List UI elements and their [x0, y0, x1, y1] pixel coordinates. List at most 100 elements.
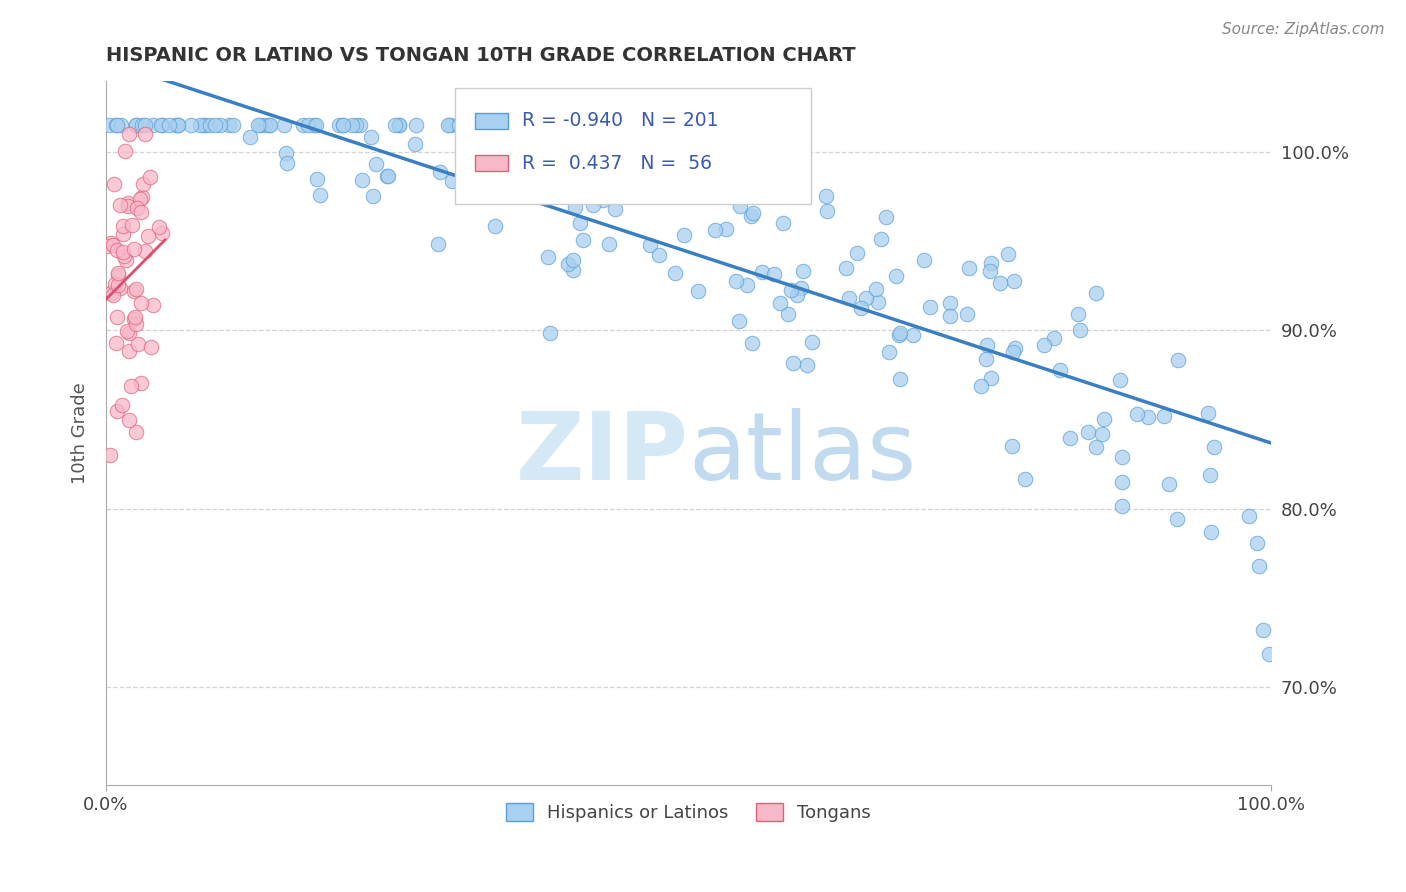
Point	[569, 189, 592, 203]
Point	[569, 216, 592, 230]
Point	[1111, 499, 1133, 513]
Point	[997, 247, 1019, 261]
Point	[124, 425, 146, 439]
Point	[465, 118, 488, 132]
Point	[737, 278, 759, 293]
Point	[117, 195, 139, 210]
Point	[526, 136, 548, 151]
Point	[849, 301, 872, 316]
Point	[291, 118, 314, 132]
Point	[1049, 363, 1071, 377]
Point	[349, 118, 371, 132]
Point	[523, 178, 546, 193]
Point	[976, 351, 998, 366]
Point	[449, 118, 471, 132]
Point	[482, 127, 505, 141]
Point	[118, 326, 141, 340]
Point	[1014, 472, 1036, 486]
Point	[103, 288, 125, 302]
Point	[889, 326, 911, 340]
Point	[865, 281, 887, 295]
Point	[134, 244, 156, 259]
Point	[815, 188, 838, 202]
Point	[598, 237, 620, 252]
Point	[786, 287, 808, 301]
Point	[717, 164, 740, 178]
Point	[118, 344, 141, 359]
Point	[139, 169, 162, 184]
Point	[222, 118, 245, 132]
Point	[484, 161, 506, 176]
Point	[1126, 407, 1149, 421]
Point	[104, 277, 127, 292]
Legend: Hispanics or Latinos, Tongans: Hispanics or Latinos, Tongans	[499, 796, 879, 830]
Point	[1111, 450, 1133, 464]
Point	[1251, 624, 1274, 638]
Point	[165, 118, 187, 132]
Point	[875, 210, 897, 224]
Point	[360, 129, 382, 144]
Point	[870, 232, 893, 246]
Point	[889, 327, 911, 342]
Point	[537, 250, 560, 264]
Point	[619, 186, 641, 201]
Point	[441, 173, 464, 187]
Point	[636, 174, 658, 188]
Point	[707, 173, 730, 187]
Point	[134, 127, 156, 141]
Point	[792, 264, 814, 278]
Point	[889, 372, 911, 386]
Point	[1166, 511, 1188, 525]
FancyBboxPatch shape	[456, 87, 811, 204]
Point	[115, 324, 138, 338]
Point	[762, 268, 785, 282]
Point	[200, 118, 222, 132]
Point	[125, 201, 148, 215]
Point	[1249, 558, 1271, 573]
Point	[96, 239, 118, 253]
Point	[751, 157, 773, 171]
Point	[363, 189, 385, 203]
Point	[388, 118, 411, 132]
Point	[129, 296, 152, 310]
Point	[728, 314, 751, 328]
Point	[1077, 425, 1099, 439]
Point	[136, 228, 159, 243]
Point	[574, 177, 596, 191]
Point	[253, 118, 276, 132]
Point	[332, 118, 354, 132]
Point	[112, 227, 135, 241]
Point	[124, 310, 146, 324]
Point	[132, 177, 155, 191]
Point	[125, 282, 148, 296]
Point	[512, 185, 534, 199]
Point	[105, 118, 128, 132]
Point	[249, 118, 271, 132]
Point	[564, 118, 586, 132]
Point	[526, 151, 548, 165]
Point	[276, 156, 298, 170]
Point	[648, 247, 671, 261]
Point	[582, 197, 605, 211]
Y-axis label: 10th Grade: 10th Grade	[72, 382, 89, 484]
Point	[117, 413, 139, 427]
Point	[1085, 440, 1108, 454]
Point	[405, 118, 427, 132]
Point	[636, 186, 658, 201]
Point	[1202, 440, 1225, 454]
Point	[427, 237, 450, 252]
Point	[598, 118, 620, 132]
Point	[1004, 341, 1026, 355]
Point	[704, 223, 727, 237]
Point	[305, 118, 328, 132]
Point	[302, 118, 325, 132]
Point	[112, 249, 135, 263]
Point	[297, 118, 319, 132]
Text: atlas: atlas	[689, 409, 917, 500]
Point	[122, 242, 145, 256]
Point	[592, 193, 614, 207]
Point	[100, 236, 122, 251]
Point	[686, 284, 709, 298]
Point	[131, 189, 153, 203]
Point	[120, 378, 142, 392]
